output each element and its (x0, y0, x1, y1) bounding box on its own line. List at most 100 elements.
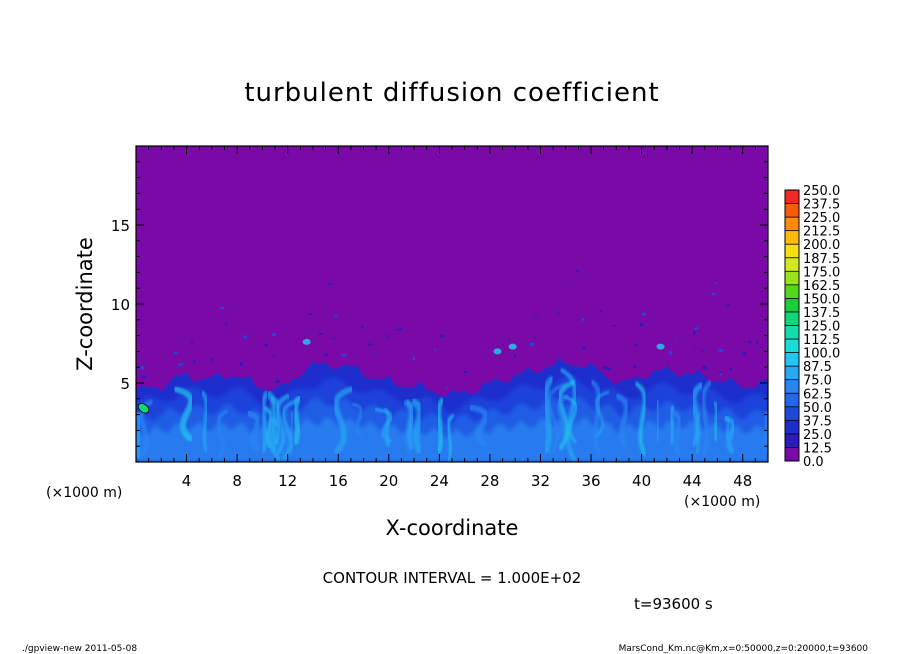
x-unit-left: (×1000 m) (46, 485, 122, 501)
x-tick-label: 40 (632, 472, 651, 490)
turbulent-cell (264, 343, 268, 347)
turbulent-cell (142, 375, 147, 379)
x-tick-label: 24 (430, 472, 449, 490)
turbulent-plume (136, 411, 143, 459)
turbulent-plume (634, 381, 648, 456)
turbulent-cell (576, 269, 579, 273)
turbulent-plume (656, 399, 660, 442)
turbulent-plume (669, 409, 683, 457)
x-unit-right: (×1000 m) (684, 494, 760, 510)
x-axis-label: X-coordinate (386, 516, 519, 540)
y-tick-label: 10 (111, 296, 130, 314)
x-tick-label: 20 (379, 472, 398, 490)
x-tick-label: 16 (329, 472, 348, 490)
turbulent-plume (351, 402, 364, 437)
turbulent-cell (177, 363, 184, 366)
turbulent-plume (468, 404, 489, 448)
turbulent-cell (581, 318, 585, 321)
turbulent-cell (711, 293, 716, 296)
turbulent-cell (612, 325, 617, 327)
turbulent-cell (445, 386, 449, 389)
turbulent-cell (434, 348, 437, 352)
turbulent-cell (634, 344, 638, 347)
turbulent-cell (533, 316, 539, 319)
turbulent-plume (374, 407, 393, 443)
turbulent-cell (639, 323, 644, 326)
colorbar-label: 125.0 (803, 320, 840, 335)
turbulent-plume (668, 404, 677, 446)
colorbar-swatch (785, 406, 799, 421)
turbulent-plume (555, 393, 570, 439)
turbulent-cell (398, 328, 403, 331)
turbulent-cell (607, 367, 612, 371)
turbulent-plume (700, 380, 713, 457)
x-tick-label: 44 (683, 472, 702, 490)
turbulent-cell (192, 360, 196, 364)
turbulent-cell (508, 343, 517, 350)
turbulent-plume (542, 375, 555, 454)
turbulent-plume (594, 390, 611, 438)
colorbar-label: 150.0 (803, 292, 840, 307)
turbulent-cell (334, 314, 338, 317)
turbulent-cell (386, 335, 389, 338)
turbulent-plume (557, 380, 576, 451)
turbulent-plume (695, 412, 702, 455)
turbulent-cell (719, 372, 722, 376)
colorbar-swatch (785, 433, 799, 448)
turbulent-cell (674, 337, 677, 340)
turbulent-cell (463, 370, 468, 374)
turbulent-plume (436, 397, 445, 454)
turbulent-plume (245, 410, 262, 452)
colorbar-label: 87.5 (803, 360, 832, 375)
turbulent-cell (239, 362, 243, 366)
colorbar-label: 112.5 (803, 333, 840, 348)
turbulent-plume (200, 390, 209, 453)
x-tick-label: 36 (581, 472, 600, 490)
y-tick-labels: 5 10 15 (111, 217, 130, 393)
turbulent-cell (341, 354, 347, 357)
turbulent-cell (323, 353, 328, 356)
turbulent-cell (693, 331, 696, 335)
turbulent-plume (216, 409, 229, 461)
colorbar-swatch (785, 447, 799, 462)
y-tick-label: 15 (111, 217, 130, 235)
time-label: t=93600 s (634, 595, 713, 613)
colorbar-label: 162.5 (803, 279, 840, 294)
colorbar-label: 212.5 (803, 225, 840, 240)
turbulent-cell (726, 303, 730, 306)
colorbar: 0.012.525.037.550.062.575.087.5100.0112.… (784, 184, 840, 470)
axis-ticks (136, 146, 768, 462)
plot-area (135, 145, 769, 463)
x-tick-labels: 4 8 12 16 20 24 28 32 36 40 44 48 (182, 472, 752, 490)
y-axis-label: Z-coordinate (73, 237, 97, 371)
turbulent-cell (190, 341, 194, 343)
turbulent-cell (308, 312, 312, 315)
colorbar-label: 187.5 (803, 252, 840, 267)
turbulent-cell (275, 379, 280, 384)
high-value-patch (137, 403, 150, 414)
x-tick-label: 12 (278, 472, 297, 490)
turbulent-cell (331, 337, 336, 339)
turbulent-plume (724, 415, 731, 441)
turbulent-plume (332, 386, 355, 454)
colorbar-swatch (785, 271, 799, 286)
turbulent-plume (447, 415, 454, 462)
turbulent-cell (493, 348, 502, 355)
turbulent-cell (599, 309, 603, 313)
colorbar-swatch (785, 298, 799, 313)
turbulent-cell (529, 342, 535, 346)
colorbar-swatch (785, 284, 799, 299)
x-tick-label: 4 (182, 472, 192, 490)
turbulent-cell (581, 346, 586, 350)
turbulent-cell (361, 325, 364, 329)
turbulent-cell (756, 341, 759, 345)
turbulent-cell (666, 364, 668, 367)
footer-left: ./gpview-new 2011-05-08 (22, 644, 137, 654)
turbulent-cell (694, 327, 699, 330)
turbulent-plume (409, 398, 424, 454)
turbulent-plume (281, 398, 300, 460)
colorbar-swatch (785, 257, 799, 272)
turbulent-cell (270, 355, 276, 357)
turbulent-cell (139, 365, 145, 370)
